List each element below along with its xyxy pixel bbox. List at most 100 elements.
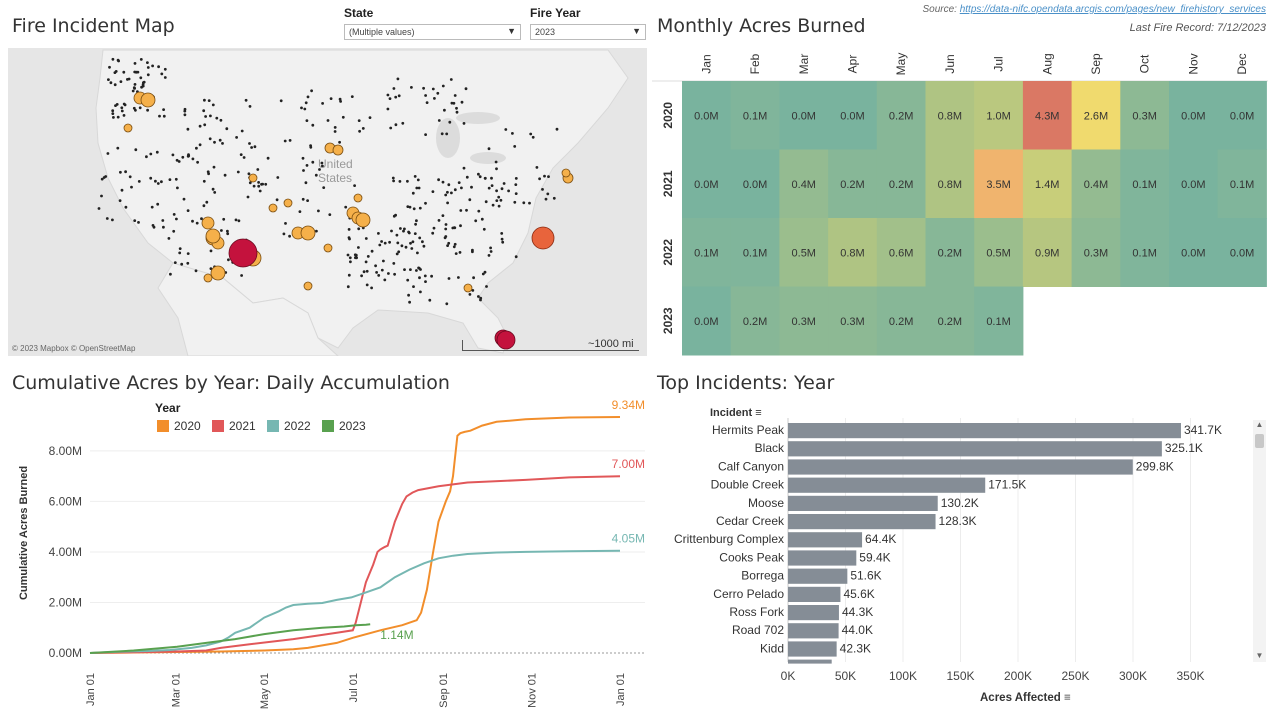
legend-swatch-2022 [267, 420, 279, 432]
incident-point [246, 195, 250, 199]
heatmap-row-labels: 2020 2021 2022 2023 [661, 102, 675, 335]
incident-point [387, 272, 390, 275]
incident-point [310, 89, 313, 93]
x-tick-label: Mar 01 [171, 673, 183, 707]
heatmap-cell-label: 0.0M [1181, 247, 1205, 259]
incident-point [511, 132, 514, 135]
bar-x-tick-label: 50K [835, 669, 856, 683]
bar-category-label: Cerro Pelado [713, 587, 784, 601]
incident-point [462, 166, 466, 170]
incident-point [471, 250, 474, 254]
year-filter-dropdown[interactable]: 2023 ▼ [530, 24, 646, 40]
incident-point [191, 219, 194, 223]
incident-point [116, 115, 120, 119]
incident-point [366, 255, 370, 258]
map-canvas[interactable]: United States [8, 48, 647, 356]
incident-point [131, 89, 135, 93]
incident-point [300, 106, 303, 110]
heatmap-cell [730, 286, 780, 356]
incident-list-scrollbar[interactable]: ▲ ▼ [1253, 420, 1266, 662]
incident-point [407, 293, 410, 297]
source-link[interactable]: https://data-nifc.opendata.arcgis.com/pa… [959, 4, 1266, 15]
heatmap-col-label: Jul [992, 56, 1006, 71]
heatmap-cell [1169, 149, 1219, 219]
incident-point [483, 270, 487, 274]
incident-point [403, 227, 406, 231]
scroll-up-icon[interactable]: ▲ [1255, 420, 1264, 429]
incident-point [288, 139, 292, 142]
sort-icon[interactable]: ≡ [755, 407, 762, 419]
cumulative-title: Cumulative Acres by Year: Daily Accumula… [12, 372, 450, 394]
incident-point [514, 183, 518, 187]
incident-point [409, 241, 412, 245]
incident-point [146, 108, 150, 112]
incident-point [444, 227, 448, 231]
incident-point [477, 172, 480, 176]
incident-point [320, 161, 324, 165]
incident-point [141, 84, 145, 88]
incident-point [431, 231, 435, 235]
bar-x-axis-label: Acres Affected ≡ [980, 692, 1071, 704]
incident-point [134, 70, 138, 74]
cumulative-chart: Year 2020 2021 2022 2023 0.00M 2.00M 4.00M 6.00… [18, 398, 645, 709]
heatmap-cell-label: 0.1M [1132, 179, 1156, 191]
incident-bubble [203, 273, 213, 283]
incident-point [257, 181, 260, 184]
x-tick-label: Sep 01 [438, 673, 450, 708]
incident-point [457, 181, 461, 185]
bar-value-label: 44.0K [842, 623, 873, 637]
legend-label-2022: 2022 [284, 419, 311, 433]
incident-point [311, 123, 315, 127]
incident-point [346, 253, 350, 257]
incident-point [360, 274, 363, 278]
incident-point [235, 136, 239, 139]
bar-x-tick-label: 200K [1004, 669, 1032, 683]
incident-point [305, 164, 309, 167]
incident-point [221, 142, 224, 145]
incident-point [171, 153, 175, 157]
incident-point [424, 280, 427, 283]
incident-header[interactable]: Incident ≡ [710, 407, 762, 419]
incident-point [347, 273, 351, 277]
year-filter-value: 2023 [535, 27, 556, 37]
scroll-down-icon[interactable]: ▼ [1255, 651, 1264, 660]
incident-point [162, 108, 166, 111]
heatmap-cell [682, 149, 732, 219]
incident-bubble [300, 225, 316, 241]
heatmap-cell [779, 149, 829, 219]
heatmap-cell [974, 286, 1024, 356]
incident-point [481, 272, 485, 276]
incident-point [347, 228, 351, 231]
sort-icon[interactable]: ≡ [1063, 692, 1071, 704]
heatmap-cell-label: 0.3M [840, 316, 864, 328]
incident-point [529, 132, 533, 136]
incident-point [468, 293, 472, 296]
bar-mark [788, 495, 938, 511]
incident-point [225, 127, 229, 131]
bar-mark [788, 605, 839, 621]
incident-point [445, 132, 449, 136]
heatmap-cell-label: 0.2M [889, 316, 913, 328]
incident-point [315, 229, 318, 233]
incident-point [407, 231, 411, 235]
incident-point [111, 218, 114, 222]
incident-point [546, 192, 550, 196]
incident-point [447, 241, 451, 245]
incident-point [226, 229, 229, 233]
incident-point [248, 105, 252, 108]
incident-point [112, 116, 115, 119]
incident-point [507, 189, 510, 193]
state-filter-dropdown[interactable]: (Multiple values) ▼ [344, 24, 521, 40]
incident-point [436, 91, 440, 95]
y-tick-label: 6.00M [49, 494, 82, 508]
scrollbar-thumb[interactable] [1255, 434, 1264, 448]
incident-point [482, 227, 486, 231]
fire-map[interactable]: United States © 2023 Mapbox © OpenStreet… [8, 48, 647, 356]
incident-point [425, 101, 429, 104]
heatmap-col-label: May [894, 53, 908, 76]
incident-point [248, 142, 251, 145]
heatmap-cell [779, 218, 829, 287]
incident-point [502, 182, 506, 185]
heatmap-cell-label: 0.0M [694, 179, 718, 191]
heatmap-cell [1120, 81, 1170, 150]
